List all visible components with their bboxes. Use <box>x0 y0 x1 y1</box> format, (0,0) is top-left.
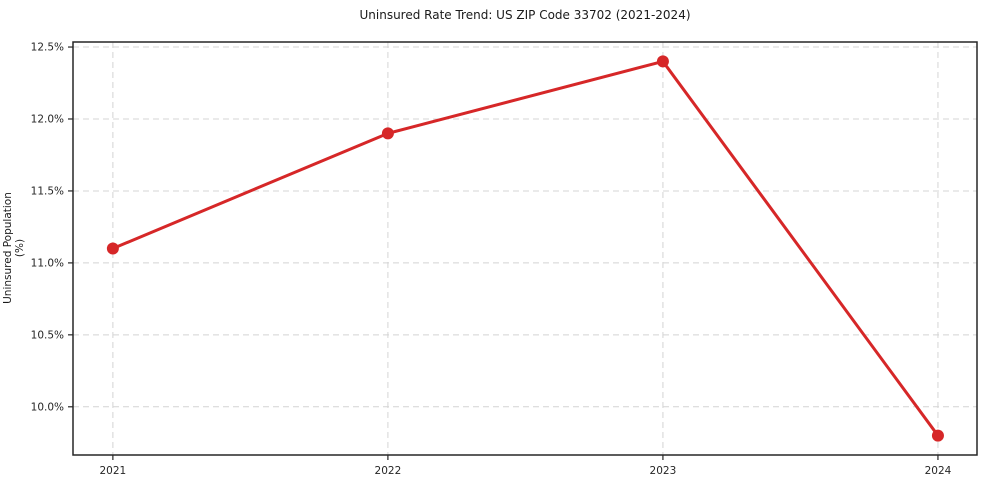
y-tick-label: 10.0% <box>31 401 64 413</box>
y-tick-label: 11.0% <box>31 257 64 269</box>
chart-title: Uninsured Rate Trend: US ZIP Code 33702 … <box>359 8 691 22</box>
data-point-2021 <box>106 242 119 255</box>
y-tick-label: 10.5% <box>31 329 64 341</box>
y-tick-label: 12.0% <box>31 113 64 125</box>
plot-border <box>72 41 978 456</box>
y-tick-label: 12.5% <box>31 42 64 54</box>
y-tick-label: 11.5% <box>31 185 64 197</box>
x-tick-label: 2022 <box>375 465 402 477</box>
x-tick-label: 2021 <box>100 465 127 477</box>
data-point-2022 <box>381 127 394 140</box>
data-point-2023 <box>656 55 669 68</box>
x-tick-label: 2023 <box>650 465 677 477</box>
trend-line <box>111 59 940 438</box>
data-point-2024 <box>931 429 944 442</box>
x-tick-label: 2024 <box>925 465 952 477</box>
